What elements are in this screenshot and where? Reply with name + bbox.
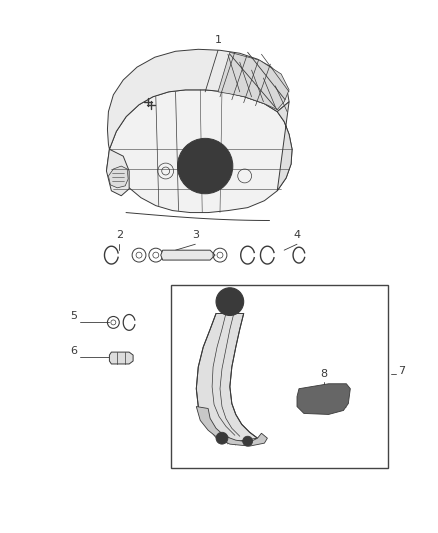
Text: 8: 8 — [320, 369, 327, 379]
Polygon shape — [196, 407, 267, 446]
Polygon shape — [196, 313, 258, 442]
Text: 6: 6 — [70, 346, 77, 356]
Polygon shape — [277, 102, 292, 191]
Text: 5: 5 — [70, 311, 77, 321]
Polygon shape — [218, 52, 289, 110]
Text: 3: 3 — [192, 230, 199, 240]
Circle shape — [177, 139, 233, 194]
Circle shape — [216, 288, 244, 316]
Polygon shape — [106, 149, 129, 196]
Circle shape — [243, 436, 253, 446]
Polygon shape — [297, 384, 350, 415]
Bar — [171, 285, 388, 468]
Polygon shape — [161, 250, 215, 260]
Polygon shape — [110, 352, 133, 364]
Text: 4: 4 — [293, 230, 300, 240]
Text: 1: 1 — [215, 35, 222, 45]
Polygon shape — [106, 90, 292, 213]
Text: 2: 2 — [116, 230, 123, 240]
Text: 7: 7 — [398, 366, 405, 376]
Polygon shape — [107, 49, 289, 149]
Circle shape — [216, 432, 228, 444]
Polygon shape — [109, 166, 128, 188]
